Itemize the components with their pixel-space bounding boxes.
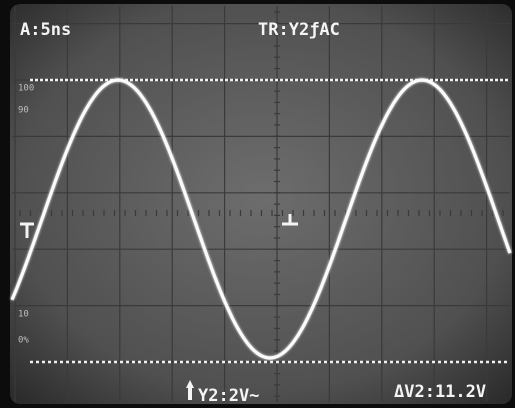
graticule-label: 100	[18, 84, 34, 94]
graticule-label: 0%	[18, 336, 29, 346]
graticule-label: 90	[18, 106, 29, 116]
waveform	[10, 78, 512, 360]
screen	[10, 4, 512, 404]
trigger-point	[282, 214, 298, 226]
trigger-level	[20, 222, 34, 238]
trigger: TR:Y2ƒAC	[258, 20, 340, 40]
channel: Y2:2V~	[198, 386, 259, 406]
delta: ΔV2:11.2V	[394, 382, 486, 402]
channel-marker	[186, 380, 194, 400]
timebase: A:5ns	[20, 20, 71, 40]
graticule-label: 10	[18, 310, 29, 320]
graticule	[12, 6, 510, 402]
